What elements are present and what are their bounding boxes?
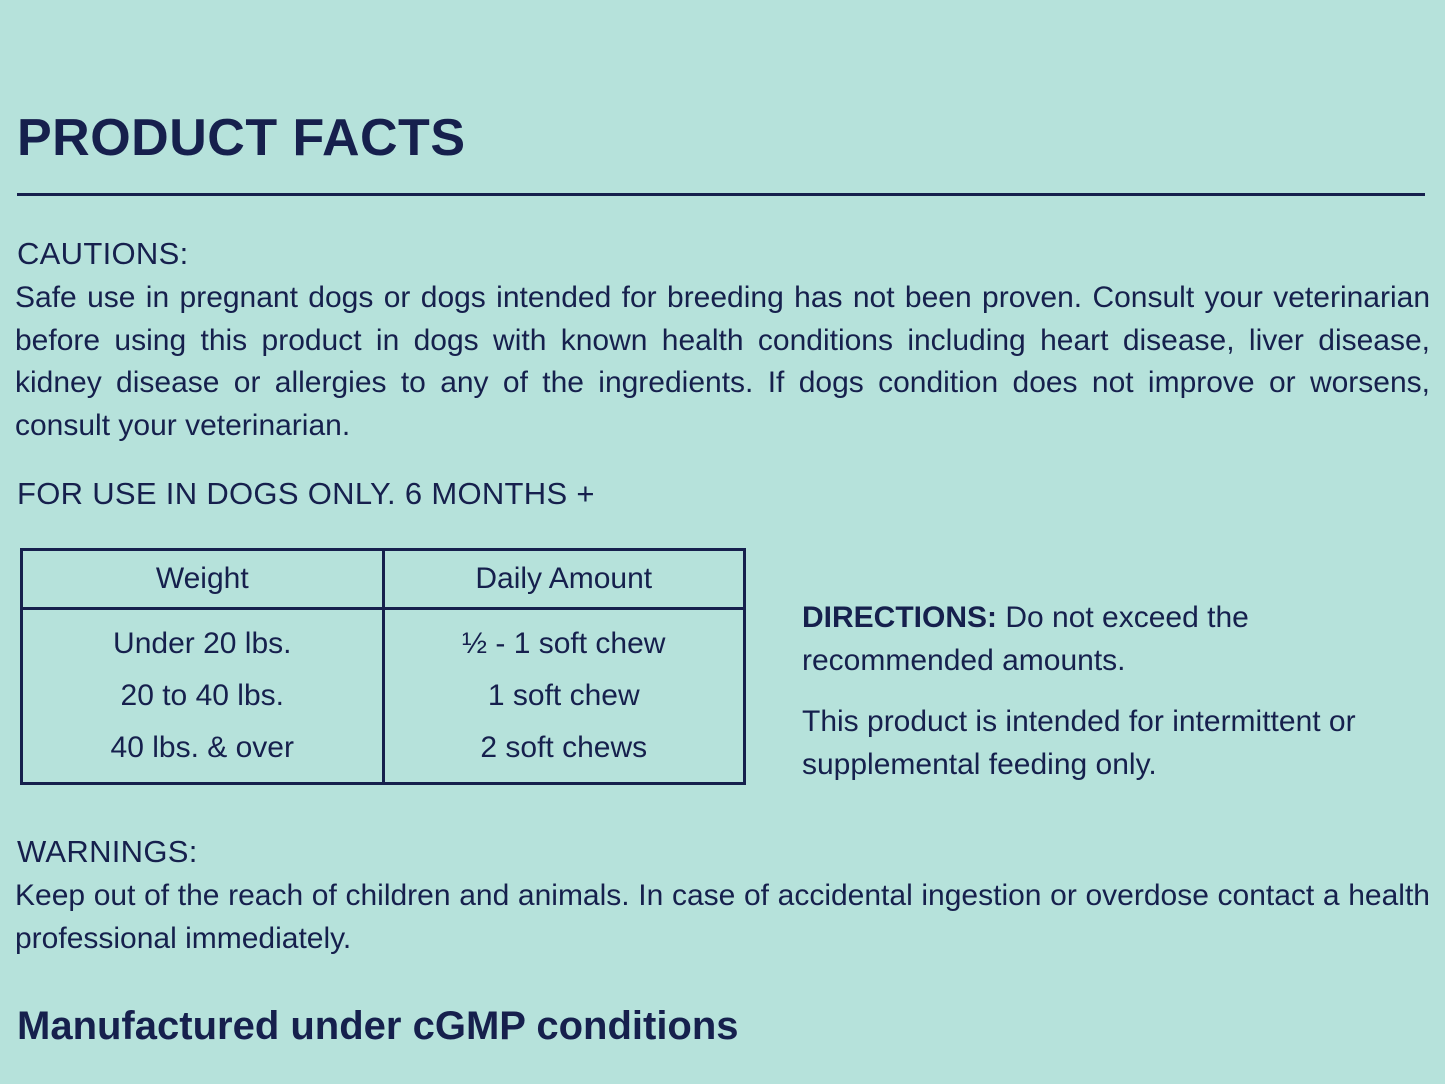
cautions-heading: CAUTIONS:	[17, 236, 189, 271]
table-row: 40 lbs. & over 2 soft chews	[20, 722, 746, 784]
amount-cell: ½ - 1 soft chew	[381, 608, 746, 670]
table-header-row: Weight Daily Amount	[20, 548, 746, 610]
table-row: 20 to 40 lbs. 1 soft chew	[20, 670, 746, 722]
usage-notice: FOR USE IN DOGS ONLY. 6 MONTHS +	[17, 476, 595, 511]
weight-cell: 20 to 40 lbs.	[20, 670, 385, 722]
weight-column-header: Weight	[20, 548, 385, 610]
directions-text: DIRECTIONS: Do not exceed the recommende…	[802, 596, 1432, 682]
weight-cell: Under 20 lbs.	[20, 608, 385, 670]
directions-body: Do not exceed the recommended amounts.	[802, 601, 1249, 677]
directions-label: DIRECTIONS:	[802, 601, 997, 634]
weight-cell: 40 lbs. & over	[20, 722, 385, 784]
warnings-heading: WARNINGS:	[17, 834, 198, 869]
dosing-table: Weight Daily Amount Under 20 lbs. ½ - 1 …	[20, 548, 746, 785]
page-title: PRODUCT FACTS	[17, 109, 466, 167]
warnings-body: Keep out of the reach of children and an…	[15, 879, 1430, 955]
directions-block: DIRECTIONS: Do not exceed the recommende…	[802, 596, 1432, 804]
feeding-note: This product is intended for intermitten…	[802, 705, 1356, 781]
daily-amount-column-header: Daily Amount	[381, 548, 746, 610]
amount-cell: 2 soft chews	[381, 722, 746, 784]
cautions-body: Safe use in pregnant dogs or dogs intend…	[15, 281, 1430, 442]
title-divider	[17, 193, 1425, 196]
table-row: Under 20 lbs. ½ - 1 soft chew	[20, 608, 746, 670]
amount-cell: 1 soft chew	[381, 670, 746, 722]
manufacturing-statement: Manufactured under cGMP conditions	[17, 1004, 739, 1048]
